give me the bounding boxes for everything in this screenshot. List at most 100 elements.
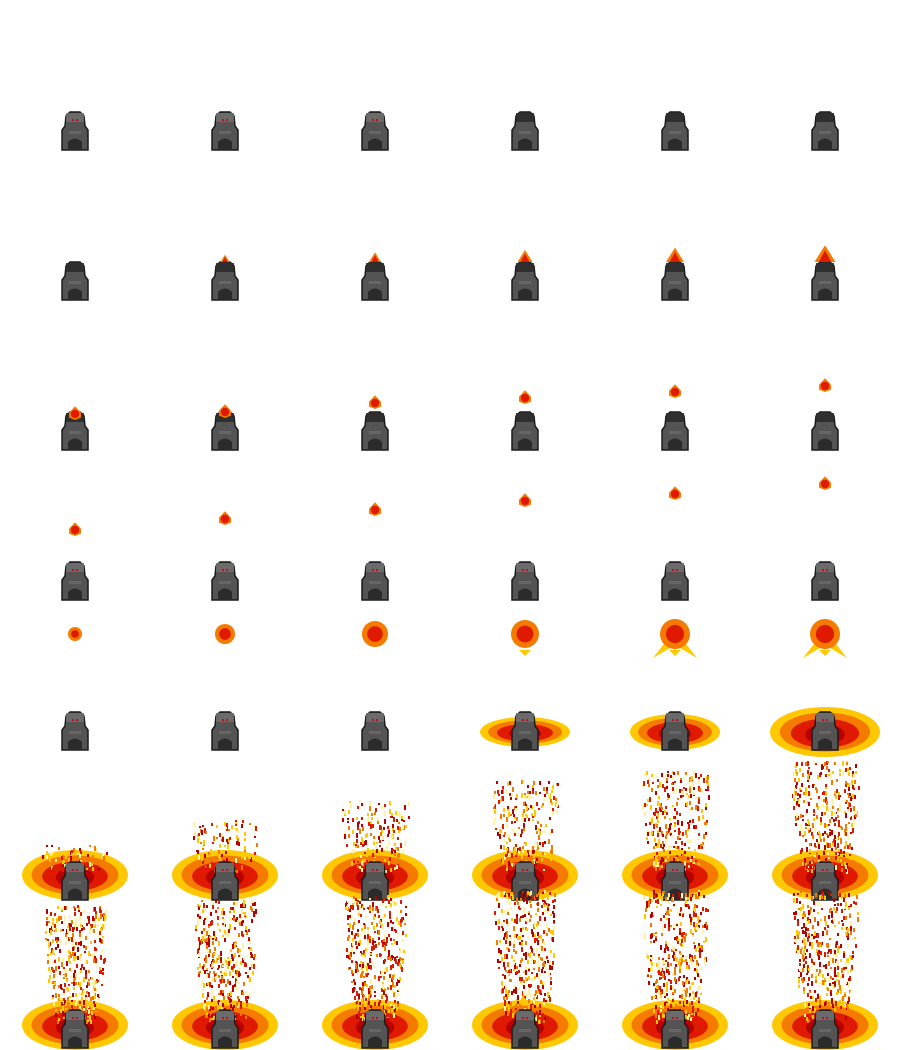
lava-speck <box>355 846 357 848</box>
lava-speck <box>798 908 800 910</box>
lava-speck <box>845 869 847 872</box>
lava-speck <box>545 1000 547 1002</box>
lava-speck <box>237 1005 239 1008</box>
lava-speck <box>368 998 370 1001</box>
lava-speck <box>853 774 855 777</box>
lava-speck <box>362 962 364 965</box>
lava-speck <box>668 943 670 946</box>
lava-speck <box>211 1014 213 1017</box>
lava-speck <box>365 834 367 838</box>
lava-speck <box>827 835 829 838</box>
lava-speck <box>846 1005 848 1008</box>
lava-speck <box>650 955 652 957</box>
lava-speck <box>650 975 652 978</box>
lava-speck <box>392 975 394 980</box>
lava-speck <box>229 924 231 929</box>
fireball-core <box>820 479 830 489</box>
statue-mouth <box>68 1036 82 1048</box>
lava-speck <box>545 899 547 901</box>
lava-speck <box>376 849 378 853</box>
lava-speck <box>253 964 255 969</box>
lava-speck <box>682 853 684 856</box>
lava-speck <box>97 1003 99 1008</box>
lava-speck <box>378 836 380 840</box>
lava-speck <box>249 967 251 970</box>
statue-eye-left <box>822 869 824 871</box>
lava-speck <box>344 831 346 834</box>
lava-speck <box>357 929 359 932</box>
lava-speck <box>702 925 704 928</box>
lava-speck <box>827 955 829 957</box>
lava-speck <box>651 955 653 960</box>
lava-speck <box>83 945 85 948</box>
lava-speck <box>549 997 551 1002</box>
lava-speck <box>194 832 196 836</box>
lava-speck <box>380 954 382 956</box>
statue-head <box>366 863 384 872</box>
lava-speck <box>653 895 655 898</box>
lava-speck <box>822 974 824 978</box>
lava-speck <box>357 1004 359 1009</box>
crater-ember-inner <box>222 257 228 262</box>
lava-speck <box>532 932 534 937</box>
lava-speck <box>404 923 406 925</box>
lava-speck <box>384 804 386 807</box>
lava-speck <box>202 846 204 849</box>
lava-speck <box>513 960 515 962</box>
lava-speck <box>528 976 530 980</box>
statue-eye-right <box>526 569 528 571</box>
lava-speck <box>833 819 835 822</box>
lava-speck <box>654 996 656 998</box>
lava-speck <box>806 973 808 975</box>
lava-speck <box>795 785 797 789</box>
sprite-frame-1 <box>211 111 239 151</box>
lava-speck <box>694 909 696 912</box>
lava-speck <box>229 917 231 921</box>
lava-speck <box>370 1005 372 1010</box>
lava-speck <box>236 986 238 991</box>
lava-speck <box>534 960 536 963</box>
lava-speck <box>362 1004 364 1008</box>
lava-speck <box>701 846 703 849</box>
lava-speck <box>70 954 72 958</box>
splash-core <box>516 625 534 643</box>
lava-speck <box>795 911 797 915</box>
lava-speck <box>513 863 515 866</box>
lava-speck <box>233 902 235 905</box>
lava-speck <box>838 980 840 982</box>
lava-speck <box>665 806 667 809</box>
lava-speck <box>246 1000 248 1004</box>
lava-speck <box>103 913 105 917</box>
lava-speck <box>692 933 694 935</box>
lava-speck <box>390 920 392 923</box>
lava-speck <box>376 1006 378 1009</box>
lava-speck <box>542 852 544 855</box>
lava-speck <box>705 822 707 825</box>
statue-head <box>666 263 684 272</box>
lava-speck <box>202 825 204 827</box>
lava-speck <box>521 958 523 961</box>
lava-speck <box>357 969 359 972</box>
lava-speck <box>539 1004 541 1008</box>
lava-speck <box>696 923 698 927</box>
lava-speck <box>813 814 815 816</box>
lava-speck <box>656 816 658 819</box>
lava-speck <box>529 900 531 903</box>
sprite-frame-31 <box>211 711 239 751</box>
lava-speck <box>217 907 219 909</box>
sprite-frame-3 <box>511 111 539 151</box>
lava-speck <box>666 999 668 1001</box>
lava-speck <box>669 818 671 820</box>
statue-brow <box>369 731 381 734</box>
lava-speck <box>841 827 843 830</box>
lava-speck <box>547 906 549 911</box>
lava-speck <box>550 987 552 990</box>
lava-speck <box>685 788 687 791</box>
lava-speck <box>825 794 827 796</box>
statue-head <box>816 1011 834 1020</box>
lava-speck <box>200 842 202 844</box>
lava-speck <box>802 773 804 777</box>
lava-speck <box>241 824 243 828</box>
statue-mouth <box>818 588 832 600</box>
lava-speck <box>814 855 816 857</box>
